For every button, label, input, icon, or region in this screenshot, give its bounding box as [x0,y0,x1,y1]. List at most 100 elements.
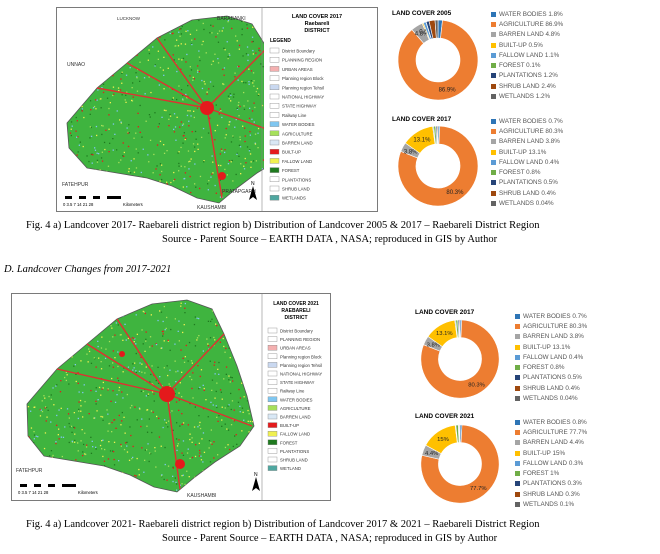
legend-label: WETLANDS 0.1% [523,501,575,509]
legend-entry: SHRUB LAND 0.4% [491,188,563,198]
map-legend-label: BARREN LAND [282,141,313,146]
map-2021-canvas: FATEHPUR KAUSHAMBI 0 3.5 7 14 21 28 Kilo… [12,294,330,500]
legend-label: FOREST 0.1% [499,62,541,70]
legend-swatch [491,159,496,165]
donut-slice-agriculture [397,125,479,207]
donut-data-label: 13.1% [413,138,431,144]
map-place-kaushambi: KAUSHAMBI [187,493,216,499]
map-legend-label: WETLANDS [282,196,306,201]
legend-entry: BUILT-UP 0.5% [491,40,563,50]
donut-data-label: 3.8% [404,149,418,155]
map-legend-swatch [269,47,280,54]
legend-entry: WETLANDS 0.04% [515,393,587,403]
legend-swatch [515,429,520,435]
legend-label: FOREST 0.8% [499,169,541,177]
legend-swatch [515,440,520,446]
map-legend-swatch [269,167,280,173]
map-legend-label: FOREST [282,168,300,173]
legend-swatch [491,83,496,89]
legend-entry: AGRICULTURE 77.7% [515,427,587,437]
donut-chart-2021: 77.7% 4.4% 15% [420,424,500,504]
map-legend-label: AGRICULTURE [280,406,311,411]
legend-label: SHRUB LAND 0.4% [499,189,556,197]
legend-entry: BARREN LAND 3.8% [515,332,587,342]
legend-entry: AGRICULTURE 80.3% [515,321,587,331]
map-legend-label: AGRICULTURE [282,131,313,136]
map-legend-swatch [267,456,278,463]
map-place-kaushambi: KAUSHAMBI [197,205,226,211]
legend-swatch [515,396,520,402]
section-heading: D. Landcover Changes from 2017-2021 [4,264,172,275]
legend-swatch [515,450,520,456]
legend-entry: WETLANDS 1.2% [491,91,563,101]
legend-swatch [515,419,520,425]
legend-entry: WETLANDS 0.04% [491,198,563,208]
legend-entry: WETLANDS 0.1% [515,499,587,509]
legend-entry: FOREST 0.8% [515,362,587,372]
map-legend-swatch [269,112,280,118]
donut-slice-agriculture [397,19,479,101]
legend-label: FALLOW LAND 1.1% [499,51,560,59]
map-legend-label: Planning region Block [282,76,324,81]
map-legend-label: URBAN AREAS [280,346,311,351]
legend-entry: PLANTATIONS 0.5% [491,178,563,188]
legend-label: AGRICULTURE 80.3% [499,127,564,135]
map-legend-label: PLANTATIONS [280,449,309,454]
legend-label: BUILT-UP 13.1% [499,148,547,156]
donut-data-label: 80.3% [446,190,464,196]
legend-swatch [515,344,520,350]
legend-swatch [491,180,496,186]
legend-label: WATER BODIES 1.8% [499,10,563,18]
legend-swatch [515,460,520,466]
north-arrow-icon: N [252,472,260,491]
legend-label: FOREST 0.8% [523,364,565,372]
legend-swatch [515,375,520,381]
map-place-unnao: UNNAO [67,62,85,68]
legend-label: WETLANDS 0.04% [499,200,554,208]
map-legend-label: Railway Line [282,113,307,118]
donut-title: LAND COVER 2017 [392,116,452,123]
legend-swatch [515,481,520,487]
map-legend-swatch [267,379,278,385]
legend-entry: WATER BODIES 0.7% [491,116,563,126]
map-legend-swatch [269,158,280,164]
svg-text:N: N [251,181,255,187]
map-legend-label: BARREN LAND [280,415,311,420]
map-legend-label: BUILT-UP [280,423,299,428]
legend-entry: PLANTATIONS 0.5% [515,373,587,383]
map-legend-swatch [269,194,280,201]
legend-swatch [515,313,520,319]
map-legend-swatch [267,413,278,420]
map-legend-label: Railway Line [280,389,305,394]
legend-entry: PLANTATIONS 1.2% [491,71,563,81]
legend-entry: FALLOW LAND 0.3% [515,458,587,468]
map-legend-swatch [267,430,278,437]
donut-legend-2005: WATER BODIES 1.8% AGRICULTURE 86.9% BARREN… [491,9,563,102]
map-legend-swatch [269,93,280,100]
map-legend-swatch [269,148,280,155]
legend-swatch [491,118,496,124]
legend-entry: AGRICULTURE 86.9% [491,19,563,29]
legend-entry: SHRUB LAND 0.4% [515,383,587,393]
donut-title: LAND COVER 2005 [392,10,452,17]
scale-bar: 0 3.5 7 14 21 28 Kilometers [63,196,143,207]
map-2017-canvas: LUCKNOW BARABANKI UNNAO FATEHPUR PRATAPG… [57,8,377,211]
legend-swatch [491,201,496,207]
map-legend-swatch [269,57,280,63]
map-place-fatehpur: FATEHPUR [16,468,43,474]
legend-label: SHRUB LAND 2.4% [499,82,556,90]
map-legend-swatch [267,439,278,446]
map-legend-label: NATIONAL HIGHWAY [280,372,322,377]
legend-label: SHRUB LAND 0.3% [523,490,580,498]
legend-swatch [491,128,496,134]
donut-panel-2017b: LAND COVER 2017 80.3% 3.8% 13.1% WATER BOD… [415,305,657,405]
legend-label: AGRICULTURE 86.9% [499,20,564,28]
map-legend-label: District Boundary [280,329,314,334]
map-legend-swatch [269,102,280,109]
legend-swatch [491,32,496,38]
donut-slice-agriculture [420,319,500,399]
map-legend-label: STATE HIGHWAY [280,380,315,385]
legend-label: BUILT-UP 13.1% [523,343,571,351]
legend-label: BARREN LAND 4.8% [499,31,560,39]
donut-legend-2017b: WATER BODIES 0.7% AGRICULTURE 80.3% BARREN… [515,311,587,404]
